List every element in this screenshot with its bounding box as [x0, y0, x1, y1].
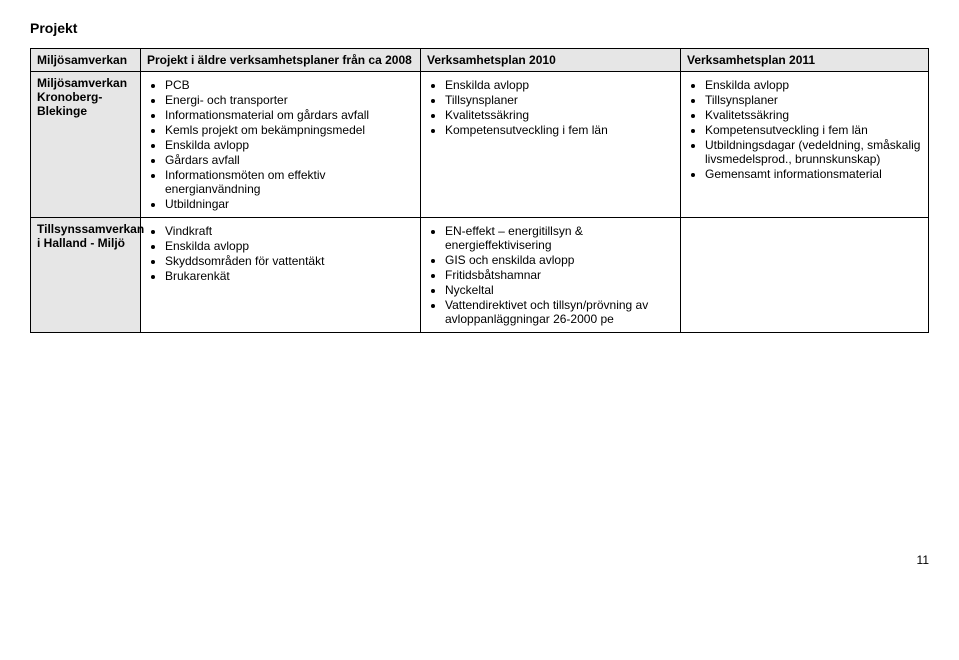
cell-plan-2010: EN-effekt – energitillsyn & energieffekt… [421, 218, 681, 333]
list-item: Vattendirektivet och tillsyn/prövning av… [445, 298, 674, 326]
list-item: Kvalitetssäkring [445, 108, 674, 122]
col-header-c: Verksamhetsplan 2010 [421, 49, 681, 72]
list-item: Kompetensutveckling i fem län [705, 123, 922, 137]
list-item: Tillsynsplaner [445, 93, 674, 107]
list-item: Kompetensutveckling i fem län [445, 123, 674, 137]
list-item: EN-effekt – energitillsyn & energieffekt… [445, 224, 674, 252]
list-item: Gemensamt informationsmaterial [705, 167, 922, 181]
item-list: VindkraftEnskilda avloppSkyddsområden fö… [165, 224, 414, 283]
list-item: Enskilda avlopp [165, 138, 414, 152]
list-item: Brukarenkät [165, 269, 414, 283]
col-header-b: Projekt i äldre verksamhetsplaner från c… [141, 49, 421, 72]
list-item: Enskilda avlopp [165, 239, 414, 253]
list-item: GIS och enskilda avlopp [445, 253, 674, 267]
list-item: Tillsynsplaner [705, 93, 922, 107]
cell-plan-2011: Enskilda avloppTillsynsplanerKvalitetssä… [681, 72, 929, 218]
list-item: Skyddsområden för vattentäkt [165, 254, 414, 268]
cell-plan-2011 [681, 218, 929, 333]
col-header-a: Miljösamverkan [31, 49, 141, 72]
list-item: PCB [165, 78, 414, 92]
list-item: Energi- och transporter [165, 93, 414, 107]
list-item: Enskilda avlopp [445, 78, 674, 92]
list-item: Informationsmaterial om gårdars avfall [165, 108, 414, 122]
col-header-d: Verksamhetsplan 2011 [681, 49, 929, 72]
list-item: Enskilda avlopp [705, 78, 922, 92]
page-title: Projekt [30, 20, 929, 36]
list-item: Informationsmöten om effektiv energianvä… [165, 168, 414, 196]
list-item: Gårdars avfall [165, 153, 414, 167]
list-item: Kvalitetssäkring [705, 108, 922, 122]
cell-old-plans: VindkraftEnskilda avloppSkyddsområden fö… [141, 218, 421, 333]
table-row: Miljösamverkan Kronoberg-Blekinge PCBEne… [31, 72, 929, 218]
row-label: Miljösamverkan Kronoberg-Blekinge [31, 72, 141, 218]
page-number: 11 [30, 553, 929, 567]
list-item: Nyckeltal [445, 283, 674, 297]
row-label: Tillsynssamverkan i Halland - Miljö [31, 218, 141, 333]
table-row: Tillsynssamverkan i Halland - Miljö Vind… [31, 218, 929, 333]
cell-old-plans: PCBEnergi- och transporterInformationsma… [141, 72, 421, 218]
cell-plan-2010: Enskilda avloppTillsynsplanerKvalitetssä… [421, 72, 681, 218]
item-list: Enskilda avloppTillsynsplanerKvalitetssä… [705, 78, 922, 181]
list-item: Utbildningsdagar (vedeldning, småskalig … [705, 138, 922, 166]
projekt-table: Miljösamverkan Projekt i äldre verksamhe… [30, 48, 929, 333]
item-list: PCBEnergi- och transporterInformationsma… [165, 78, 414, 211]
list-item: Kemls projekt om bekämpningsmedel [165, 123, 414, 137]
item-list: Enskilda avloppTillsynsplanerKvalitetssä… [445, 78, 674, 137]
table-header-row: Miljösamverkan Projekt i äldre verksamhe… [31, 49, 929, 72]
list-item: Fritidsbåtshamnar [445, 268, 674, 282]
item-list: EN-effekt – energitillsyn & energieffekt… [445, 224, 674, 326]
list-item: Utbildningar [165, 197, 414, 211]
list-item: Vindkraft [165, 224, 414, 238]
